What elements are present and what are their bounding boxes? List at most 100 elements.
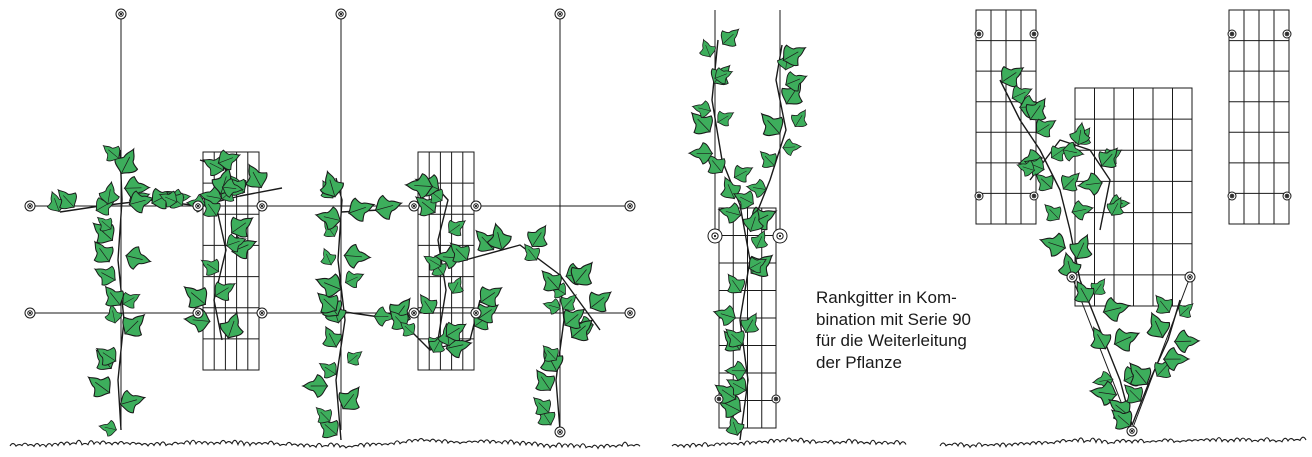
leaf-vein bbox=[324, 424, 337, 435]
leaf-vein bbox=[324, 366, 336, 375]
cable-anchor-icon bbox=[554, 426, 566, 438]
leaf-vein bbox=[750, 216, 756, 231]
leaf-vein bbox=[192, 319, 209, 322]
ivy-leaf-icon bbox=[418, 293, 438, 314]
leaf-vein bbox=[1040, 178, 1052, 188]
leaf-vein bbox=[698, 107, 711, 112]
anchor-dot bbox=[558, 430, 562, 434]
anchor-inner-ring bbox=[776, 232, 784, 240]
leaf-vein bbox=[63, 195, 74, 207]
cable-anchor-icon bbox=[707, 228, 723, 244]
leaf-vein bbox=[433, 340, 440, 352]
ivy-leaf-icon bbox=[98, 419, 118, 437]
cable-anchor-icon bbox=[470, 307, 482, 319]
plant-stems bbox=[59, 39, 1181, 441]
ivy-leaf-icon bbox=[320, 247, 337, 266]
plant-stem bbox=[999, 79, 1133, 426]
leaf-vein bbox=[786, 78, 801, 85]
cable-anchor-icon bbox=[1282, 29, 1292, 39]
anchor-dot bbox=[1230, 32, 1234, 36]
anchor-dot bbox=[28, 311, 32, 315]
leaf-vein bbox=[323, 282, 341, 290]
ivy-leaf-icon bbox=[445, 321, 468, 342]
leaf-vein bbox=[348, 355, 358, 363]
leaf-vein bbox=[1048, 242, 1065, 248]
ivy-leaf-icon bbox=[217, 149, 242, 171]
cable-anchor-icon bbox=[335, 8, 347, 20]
ivy-leaf-icon bbox=[344, 270, 365, 288]
cable-anchor-icon bbox=[974, 191, 984, 201]
leaf-vein bbox=[328, 333, 337, 347]
ivy-leaf-icon bbox=[542, 344, 559, 362]
leaf-vein bbox=[455, 248, 467, 260]
cable-anchor-icon bbox=[624, 200, 636, 212]
ivy-leaf-icon bbox=[725, 376, 747, 396]
leaf-vein bbox=[733, 421, 738, 435]
leaf-vein bbox=[1085, 182, 1102, 186]
anchor-dot bbox=[713, 234, 717, 238]
leaf-vein bbox=[575, 269, 587, 284]
ivy-leaf-icon bbox=[1035, 173, 1054, 192]
leaf-vein bbox=[228, 320, 235, 338]
ivy-leaf-icon bbox=[448, 219, 467, 237]
ivy-leaf-icon bbox=[125, 246, 153, 270]
cable-anchor-icon bbox=[624, 307, 636, 319]
ivy-leaf-icon bbox=[1113, 327, 1141, 352]
anchor-inner-ring bbox=[411, 310, 417, 316]
ivy-leaf-icon bbox=[119, 389, 147, 414]
leaf-vein bbox=[497, 232, 503, 249]
leaf-vein bbox=[108, 149, 119, 159]
leaf-vein bbox=[732, 382, 746, 391]
leaf-vein bbox=[424, 300, 433, 313]
anchor-dot bbox=[196, 311, 200, 315]
leaf-vein bbox=[1078, 129, 1082, 144]
plant-stem bbox=[1029, 139, 1111, 231]
leaf-vein bbox=[1157, 364, 1168, 376]
ivy-leaf-icon bbox=[1016, 159, 1035, 177]
leaf-vein bbox=[1063, 149, 1077, 154]
leaf-vein bbox=[547, 350, 556, 360]
ivy-leaf-icon bbox=[314, 206, 342, 230]
ivy-leaf-icon bbox=[712, 305, 737, 326]
anchor-inner-ring bbox=[976, 31, 982, 37]
ivy-leaf-icon bbox=[523, 243, 540, 262]
trellis-grid bbox=[1228, 9, 1290, 225]
cable-anchor-icon bbox=[714, 394, 724, 404]
leaf-vein bbox=[96, 203, 110, 211]
ivy-leaf-icon bbox=[1178, 303, 1194, 318]
leaf-vein bbox=[1037, 124, 1050, 133]
leaf-vein bbox=[215, 287, 229, 296]
leaf-vein bbox=[165, 196, 177, 202]
leaf-vein bbox=[715, 73, 727, 79]
leaf-vein bbox=[1102, 153, 1113, 166]
ivy-leaf-icon bbox=[732, 190, 755, 210]
leaf-vein bbox=[749, 262, 761, 269]
ivy-leaf-icon bbox=[1106, 196, 1124, 216]
leaf-vein bbox=[767, 119, 780, 134]
leaf-vein bbox=[95, 381, 109, 393]
ivy-leaf-icon bbox=[1069, 233, 1093, 260]
diagonal-cable bbox=[1131, 276, 1191, 431]
leaf-vein bbox=[1115, 336, 1132, 345]
leaf-vein bbox=[346, 276, 358, 283]
anchor-dot bbox=[260, 204, 264, 208]
leaf-vein bbox=[723, 33, 734, 44]
ivy-leaf-icon bbox=[1090, 326, 1112, 350]
cable-anchor-icon bbox=[408, 200, 420, 212]
leaf-vein bbox=[720, 313, 735, 319]
leaf-vein bbox=[414, 185, 432, 187]
anchor-inner-ring bbox=[627, 310, 633, 316]
plant-stem bbox=[457, 244, 601, 331]
anchor-dot bbox=[474, 204, 478, 208]
leaf-vein bbox=[532, 232, 542, 246]
leaf-vein bbox=[725, 211, 740, 216]
cable-anchor-icon bbox=[771, 394, 781, 404]
cable-anchor-icon bbox=[1227, 191, 1237, 201]
cable-anchor-icon bbox=[192, 307, 204, 319]
leaf-vein bbox=[232, 222, 247, 233]
anchor-dot bbox=[474, 311, 478, 315]
ivy-leaf-icon bbox=[535, 369, 555, 391]
cable-anchor-icon bbox=[1282, 191, 1292, 201]
ivy-leaf-icon bbox=[714, 67, 734, 85]
ivy-leaf-icon bbox=[57, 188, 77, 210]
